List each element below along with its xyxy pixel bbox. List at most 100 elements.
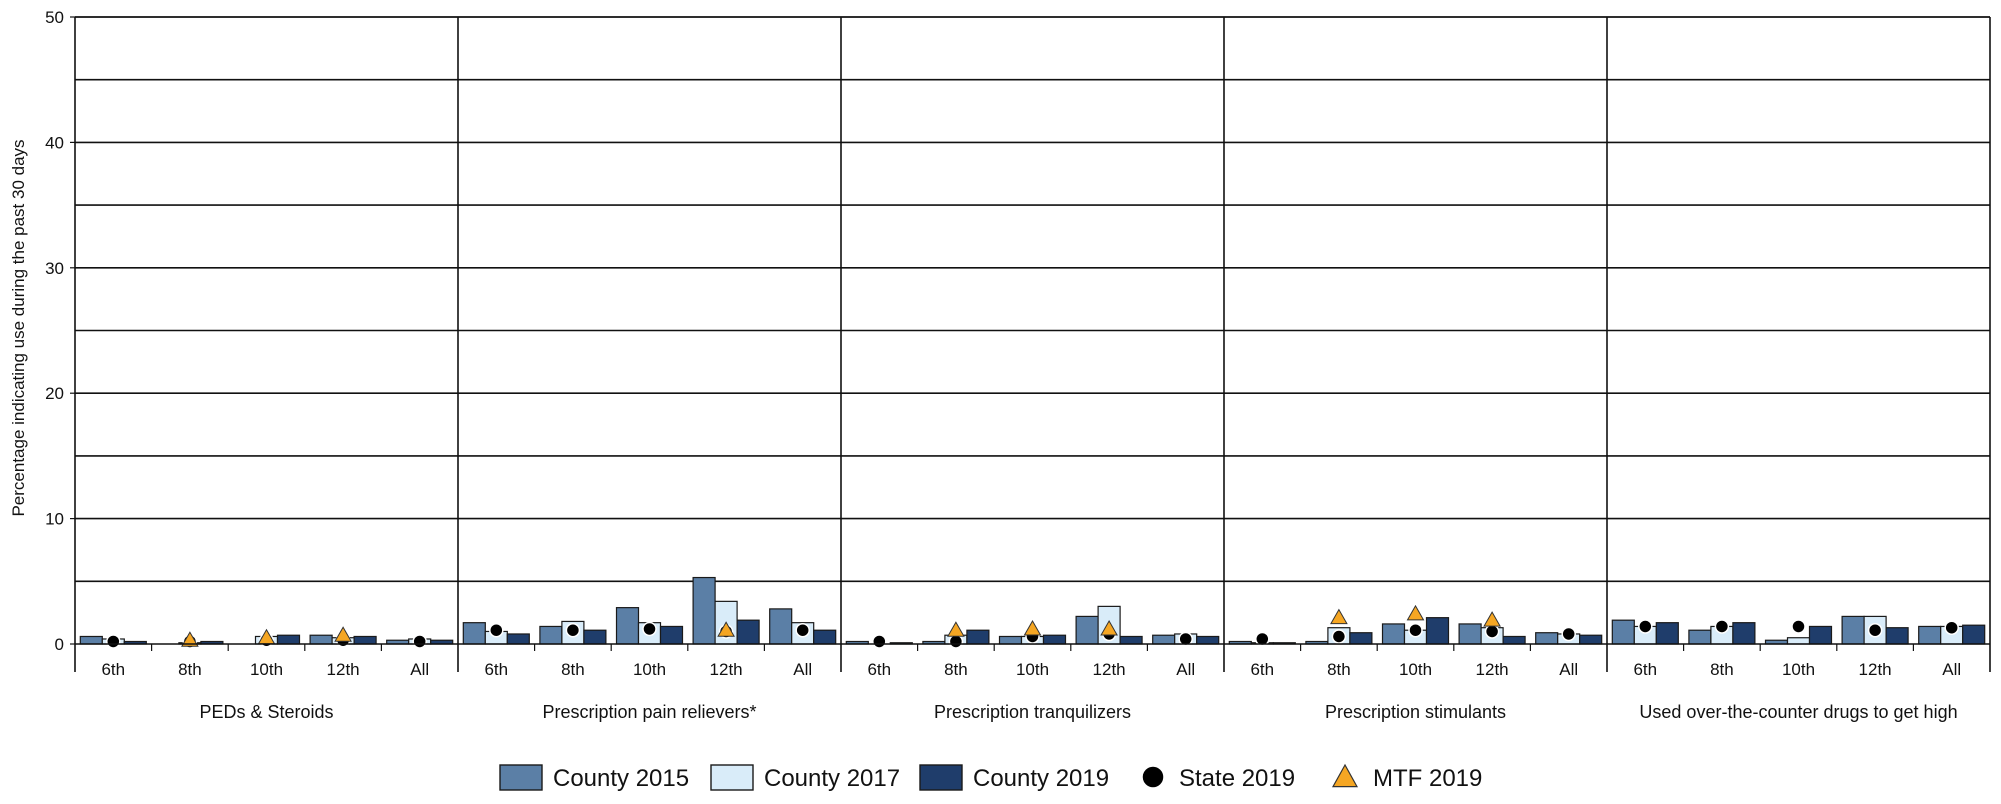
marker-state2019-4-3: [1867, 622, 1883, 638]
bar-county2019-1-1: [583, 629, 607, 645]
marker-state2019-3-2: [1408, 622, 1423, 638]
bar-county2015-0-3: [309, 634, 333, 645]
grade-label-3-4: All: [1559, 660, 1578, 679]
y-axis-label: Percentage indicating use during the pas…: [9, 139, 28, 516]
y-tick-label-0: 0: [55, 635, 64, 654]
grade-label-1-1: 8th: [561, 660, 585, 679]
marker-mtf2019-3-3: [1483, 611, 1501, 627]
grade-label-4-1: 8th: [1710, 660, 1734, 679]
bar-county2015-3-4: [1535, 632, 1559, 645]
grade-label-1-4: All: [793, 660, 812, 679]
bar-county2019-4-1: [1732, 622, 1756, 645]
legend-label-mtf2019: MTF 2019: [1373, 765, 1482, 792]
grade-label-1-3: 12th: [710, 660, 743, 679]
marker-state2019-1-0: [489, 622, 504, 638]
bar-county2017-4-2: [1786, 637, 1811, 645]
bar-county2015-1-1: [539, 625, 563, 645]
bar-county2019-0-3: [353, 635, 377, 645]
grade-label-0-2: 10th: [250, 660, 283, 679]
marker-state2019-4-4: [1944, 620, 1959, 635]
marker-mtf2019-0-3: [334, 626, 352, 642]
legend-swatch-county2017: [710, 764, 754, 791]
grade-label-4-0: 6th: [1633, 660, 1657, 679]
group-label-3: Prescription stimulants: [1325, 702, 1506, 722]
grade-label-2-2: 10th: [1016, 660, 1049, 679]
grade-label-4-2: 10th: [1782, 660, 1815, 679]
marker-mtf2019-1-3: [717, 621, 735, 637]
bar-county2019-4-2: [1808, 625, 1833, 645]
grade-label-2-3: 12th: [1093, 660, 1126, 679]
marker-state2019-0-0: [106, 634, 121, 649]
grade-label-3-1: 8th: [1327, 660, 1351, 679]
grade-label-3-0: 6th: [1250, 660, 1274, 679]
marker-state2019-4-0: [1638, 619, 1653, 634]
grade-label-0-4: All: [410, 660, 429, 679]
bar-county2019-4-4: [1962, 624, 1986, 645]
bar-county2015-1-3: [692, 576, 716, 645]
group-label-0: PEDs & Steroids: [199, 702, 333, 722]
legend: County 2015 County 2017 County 2019 State 2…: [499, 763, 1482, 792]
bar-county2019-1-0: [506, 633, 530, 645]
labels-layer: 0 10 20 30 40 50 PEDs & Steroids 6th 8th 10th 12th…: [45, 8, 1961, 722]
bar-county2015-4-0: [1611, 619, 1635, 645]
axes-layer: [70, 16, 1991, 672]
marker-mtf2019-2-2: [1023, 619, 1042, 636]
y-tick-label-30: 30: [45, 259, 64, 278]
legend-label-state2019: State 2019: [1179, 765, 1295, 792]
bar-county2019-1-3: [736, 619, 760, 645]
legend-label-county2019: County 2019: [973, 765, 1109, 792]
marker-state2019-1-1: [565, 622, 581, 638]
bar-county2015-0-0: [79, 635, 103, 645]
group-label-2: Prescription tranquilizers: [934, 702, 1131, 722]
grade-label-0-0: 6th: [101, 660, 125, 679]
bar-county2015-3-3: [1458, 623, 1482, 645]
grade-label-3-3: 12th: [1476, 660, 1509, 679]
grade-label-3-2: 10th: [1399, 660, 1432, 679]
bar-county2019-2-2: [1042, 634, 1067, 645]
bar-county2015-2-2: [998, 635, 1023, 645]
y-tick-label-20: 20: [45, 384, 64, 403]
marker-state2019-4-1: [1714, 619, 1730, 634]
legend-label-county2017: County 2017: [764, 765, 900, 792]
bar-county2019-2-3: [1119, 635, 1143, 645]
bar-county2015-2-4: [1152, 634, 1176, 645]
bar-county2015-1-2: [615, 607, 640, 645]
bar-county2015-4-1: [1688, 629, 1712, 645]
bar-county2015-2-3: [1075, 615, 1099, 645]
bar-county2019-4-0: [1655, 622, 1679, 645]
group-label-4: Used over-the-counter drugs to get high: [1639, 702, 1957, 722]
marker-mtf2019-2-3: [1100, 619, 1118, 636]
bar-county2019-2-1: [966, 629, 990, 645]
bar-county2019-3-2: [1425, 617, 1450, 645]
grade-label-4-3: 12th: [1859, 660, 1892, 679]
marker-state2019-1-4: [795, 622, 810, 638]
grid-layer: [75, 16, 1990, 583]
legend-swatch-state2019: [1141, 765, 1165, 789]
marker-state2019-2-0: [872, 634, 887, 649]
bar-county2015-1-4: [769, 608, 793, 645]
marker-state2019-3-4: [1561, 626, 1576, 642]
marker-state2019-0-4: [412, 634, 427, 649]
bar-county2019-1-2: [659, 625, 684, 645]
grade-label-1-2: 10th: [633, 660, 666, 679]
grade-label-4-4: All: [1942, 660, 1961, 679]
bar-county2015-3-2: [1381, 623, 1406, 645]
marker-state2019-4-2: [1791, 619, 1806, 634]
bar-county2015-4-3: [1841, 615, 1865, 645]
marker-mtf2019-0-1: [181, 631, 199, 647]
bar-county2019-4-3: [1885, 627, 1909, 645]
bar-county2015-4-4: [1918, 625, 1942, 645]
y-tick-label-40: 40: [45, 133, 64, 152]
bar-county2015-1-0: [462, 622, 486, 645]
marker-state2019-3-1: [1331, 629, 1347, 644]
grade-label-1-0: 6th: [484, 660, 508, 679]
marker-mtf2019-3-2: [1406, 604, 1425, 621]
marker-mtf2019-3-1: [1330, 608, 1348, 625]
marker-state2019-2-1: [948, 634, 964, 649]
bar-county2019-1-4: [813, 629, 837, 645]
marker-mtf2019-2-1: [947, 621, 965, 637]
bar-county2019-3-3: [1502, 635, 1526, 645]
grade-label-0-3: 12th: [327, 660, 360, 679]
grade-label-2-1: 8th: [944, 660, 968, 679]
